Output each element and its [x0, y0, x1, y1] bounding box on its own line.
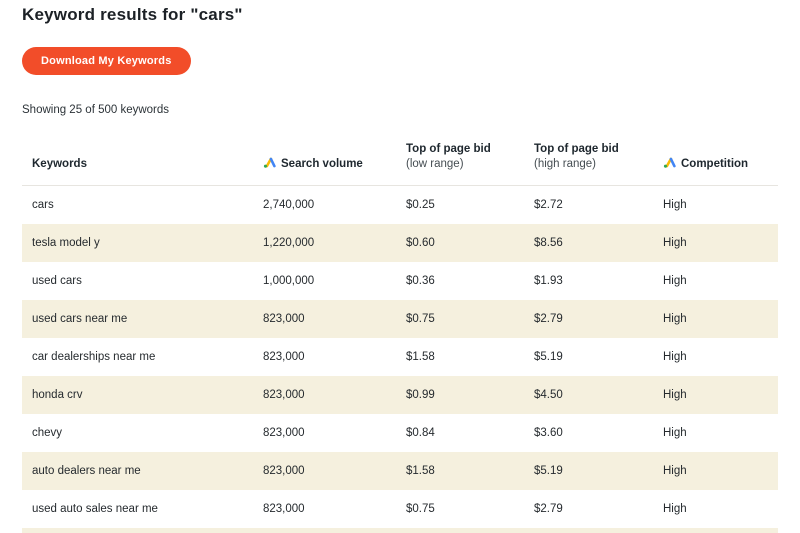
bid-low-cell: $1.58: [406, 465, 435, 477]
competition-cell: High: [663, 427, 687, 439]
bid-high-cell: $2.79: [534, 503, 563, 515]
competition-cell: High: [663, 389, 687, 401]
column-header-bid-low: Top of page bid (low range): [406, 126, 534, 186]
bid-low-cell: $0.84: [406, 427, 435, 439]
competition-cell: High: [663, 237, 687, 249]
column-sublabel: (high range): [534, 158, 597, 170]
keyword-cell: car dealerships near me: [32, 351, 156, 363]
table-row: used cars 1,000,000 $0.36 $1.93 High: [22, 262, 778, 300]
column-header-keywords: Keywords: [22, 126, 263, 186]
competition-cell: High: [663, 528, 778, 533]
google-ads-icon: [263, 157, 276, 168]
table-row: car dealerships near me 823,000 $1.58 $5…: [22, 338, 778, 376]
search-volume-cell: 823,000: [263, 465, 305, 477]
competition-cell: High: [663, 313, 687, 325]
column-label: Keywords: [32, 158, 87, 170]
keyword-cell: used cars: [32, 275, 82, 287]
table-row: auto dealership near me 823,000 $1.58 $5…: [22, 528, 778, 533]
column-header-bid-high: Top of page bid (high range): [534, 126, 663, 186]
keyword-cell: used cars near me: [32, 313, 128, 325]
search-volume-cell: 1,000,000: [263, 275, 315, 287]
table-row: auto dealers near me 823,000 $1.58 $5.19…: [22, 452, 778, 490]
keyword-cell: auto dealership near me: [22, 528, 263, 533]
bid-low-cell: $1.58: [406, 351, 435, 363]
bid-high-cell: $5.19: [534, 351, 563, 363]
competition-cell: High: [663, 503, 687, 515]
column-header-search-volume: Search volume: [263, 126, 406, 186]
table-header-row: Keywords Search volume Top of page bid (…: [22, 126, 778, 186]
results-count-text: Showing 25 of 500 keywords: [22, 104, 170, 116]
column-label: Competition: [681, 158, 749, 170]
search-volume-cell: 823,000: [263, 427, 305, 439]
keyword-cell: honda crv: [32, 389, 83, 401]
download-keywords-button[interactable]: Download My Keywords: [22, 47, 191, 75]
column-header-competition: Competition: [663, 126, 778, 186]
table-body: cars 2,740,000 $0.25 $2.72 High tesla mo…: [22, 186, 778, 533]
table-row: honda crv 823,000 $0.99 $4.50 High: [22, 376, 778, 414]
bid-low-cell: $1.58: [406, 528, 534, 533]
bid-high-cell: $8.56: [534, 237, 563, 249]
bid-low-cell: $0.75: [406, 503, 435, 515]
table-row: used cars near me 823,000 $0.75 $2.79 Hi…: [22, 300, 778, 338]
table-row: cars 2,740,000 $0.25 $2.72 High: [22, 186, 778, 225]
search-volume-cell: 1,220,000: [263, 237, 315, 249]
keyword-cell: cars: [32, 199, 54, 211]
bid-high-cell: $2.72: [534, 199, 563, 211]
search-volume-cell: 823,000: [263, 389, 305, 401]
bid-low-cell: $0.60: [406, 237, 435, 249]
bid-high-cell: $2.79: [534, 313, 563, 325]
bid-high-cell: $5.19: [534, 528, 663, 533]
column-label: Search volume: [281, 158, 363, 170]
table-row: tesla model y 1,220,000 $0.60 $8.56 High: [22, 224, 778, 262]
keyword-cell: used auto sales near me: [32, 503, 158, 515]
bid-low-cell: $0.99: [406, 389, 435, 401]
bid-low-cell: $0.25: [406, 199, 435, 211]
bid-high-cell: $5.19: [534, 465, 563, 477]
search-volume-cell: 823,000: [263, 528, 406, 533]
bid-low-cell: $0.36: [406, 275, 435, 287]
competition-cell: High: [663, 465, 687, 477]
keyword-cell: chevy: [32, 427, 63, 439]
page-title: Keyword results for "cars": [22, 5, 243, 24]
google-ads-icon: [663, 157, 676, 168]
search-volume-cell: 823,000: [263, 313, 305, 325]
bid-low-cell: $0.75: [406, 313, 435, 325]
keywords-table: Keywords Search volume Top of page bid (…: [22, 126, 778, 533]
column-label: Top of page bid: [534, 143, 619, 155]
table-row: used auto sales near me 823,000 $0.75 $2…: [22, 490, 778, 528]
search-volume-cell: 823,000: [263, 503, 305, 515]
bid-high-cell: $3.60: [534, 427, 563, 439]
column-label: Top of page bid: [406, 143, 491, 155]
table-row: chevy 823,000 $0.84 $3.60 High: [22, 414, 778, 452]
competition-cell: High: [663, 275, 687, 287]
keyword-cell: tesla model y: [32, 237, 100, 249]
search-volume-cell: 823,000: [263, 351, 305, 363]
competition-cell: High: [663, 199, 687, 211]
column-sublabel: (low range): [406, 158, 464, 170]
bid-high-cell: $1.93: [534, 275, 563, 287]
competition-cell: High: [663, 351, 687, 363]
keyword-cell: auto dealers near me: [32, 465, 141, 477]
search-volume-cell: 2,740,000: [263, 199, 315, 211]
bid-high-cell: $4.50: [534, 389, 563, 401]
